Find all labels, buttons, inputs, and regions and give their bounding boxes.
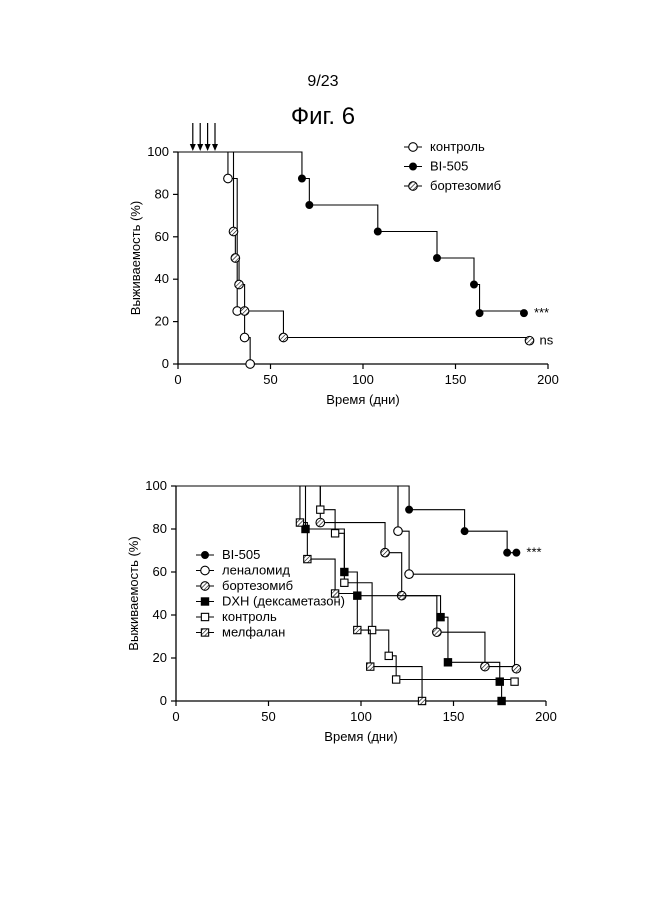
legend-label: BI-505 — [222, 547, 260, 562]
y-tick-label: 20 — [153, 650, 167, 665]
data-point — [437, 613, 444, 620]
y-tick-label: 100 — [145, 478, 167, 493]
legend-marker — [201, 598, 208, 605]
legend-marker — [201, 613, 208, 620]
legend-marker — [202, 552, 209, 559]
data-point — [296, 519, 303, 526]
data-point — [504, 549, 511, 556]
legend-label: бортезомиб — [222, 578, 293, 593]
data-point — [406, 506, 413, 513]
data-point — [385, 652, 392, 659]
data-point — [304, 555, 311, 562]
y-tick-label: 0 — [160, 693, 167, 708]
x-tick-label: 200 — [535, 709, 557, 724]
data-point — [392, 676, 399, 683]
data-point — [405, 570, 414, 579]
y-tick-label: 40 — [153, 607, 167, 622]
data-point — [481, 662, 490, 671]
data-point — [316, 518, 325, 527]
series-line-0 — [176, 486, 516, 553]
data-point — [433, 628, 442, 637]
data-point — [512, 664, 521, 673]
data-point — [461, 528, 468, 535]
data-point — [418, 697, 425, 704]
legend-marker — [201, 582, 210, 591]
x-tick-label: 100 — [350, 709, 372, 724]
x-axis-label: Время (дни) — [324, 729, 397, 744]
legend-label: мелфалан — [222, 625, 285, 640]
data-point — [444, 659, 451, 666]
y-tick-label: 60 — [153, 564, 167, 579]
data-point — [341, 579, 348, 586]
chart-2-group: 0 50 100 150 200 0 20 40 60 80 100 Время (дни) Выжив… — [126, 478, 557, 744]
x-tick-label: 150 — [443, 709, 465, 724]
x-tick-label: 0 — [172, 709, 179, 724]
y-tick-label: 80 — [153, 521, 167, 536]
data-point — [331, 530, 338, 537]
x-tick-label: 50 — [261, 709, 275, 724]
legend-label: DXH (дексаметазон) — [222, 594, 345, 609]
data-point — [317, 506, 324, 513]
data-point — [511, 678, 518, 685]
data-point — [367, 663, 374, 670]
legend: BI-505леналомидбортезомибDXH (дексаметаз… — [196, 547, 345, 640]
legend-label: леналомид — [222, 563, 290, 578]
data-point — [513, 549, 520, 556]
significance-annotation: *** — [526, 545, 541, 560]
data-point — [498, 697, 505, 704]
legend-marker — [201, 566, 210, 575]
data-point — [394, 527, 403, 536]
y-axis-label: Выживаемость (%) — [126, 536, 141, 650]
legend-label: контроль — [222, 609, 277, 624]
legend-marker — [201, 629, 208, 636]
data-point — [381, 548, 390, 557]
data-point — [354, 626, 361, 633]
